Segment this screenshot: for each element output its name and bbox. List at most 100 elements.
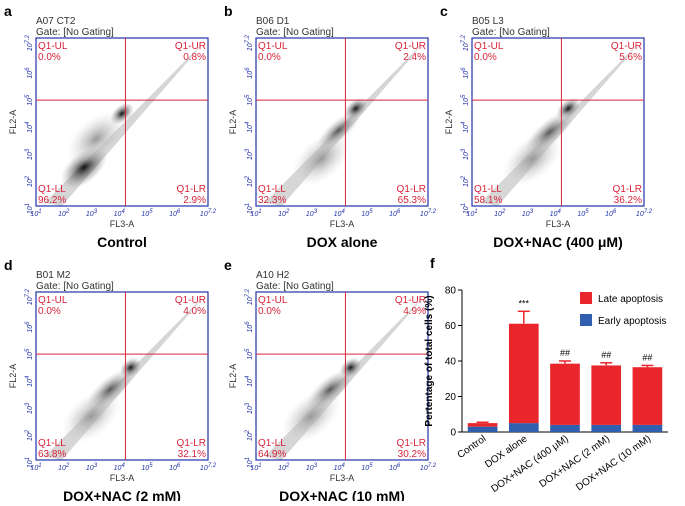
tick-base: 10	[522, 211, 530, 218]
x-tick-label: 106	[605, 209, 617, 218]
x-tick-label: 102	[278, 463, 290, 472]
x-axis-label: FL3-A	[330, 219, 355, 229]
x-tick-label: 101	[30, 209, 41, 218]
y-tick-label: 107.2	[245, 288, 254, 305]
tick-exponent: 2	[285, 463, 290, 469]
bar-segment	[591, 424, 622, 432]
density-cluster	[306, 368, 354, 411]
tick-exponent: 2	[285, 209, 290, 215]
y-tick-label: 107.2	[245, 34, 254, 51]
tick-base: 10	[463, 98, 470, 106]
tick-exponent: 5	[585, 209, 589, 215]
tick-base: 10	[247, 206, 254, 214]
sample-name: A07 CT2	[36, 16, 76, 27]
y-tick-label: 102	[461, 175, 470, 187]
tick-base: 10	[636, 211, 644, 218]
y-tick-label: 106	[245, 321, 254, 333]
tick-exponent: 1	[25, 457, 31, 460]
bar-segment	[632, 367, 663, 425]
tick-base: 10	[30, 211, 38, 218]
tick-exponent: 4	[341, 463, 345, 469]
quadrant-percent: 4.9%	[403, 306, 426, 317]
quadrant-percent: 5.6%	[619, 52, 642, 63]
tick-exponent: 4	[121, 209, 125, 215]
y-tick-label: 106	[461, 67, 470, 79]
tick-base: 10	[27, 125, 34, 133]
quadrant-name: Q1-UR	[611, 41, 642, 52]
tick-exponent: 1	[245, 203, 251, 206]
panel-caption: DOX+NAC (10 mM)	[279, 488, 405, 501]
tick-exponent: 5	[369, 209, 373, 215]
tick-exponent: 5	[369, 463, 373, 469]
x-tick-label: 102	[278, 209, 290, 218]
x-tick-label: 104	[114, 209, 126, 218]
y-axis-label: Pertentage of total cells (%)	[424, 295, 435, 426]
tick-base: 10	[27, 98, 34, 106]
bar-segment	[508, 323, 539, 424]
tick-base: 10	[27, 352, 34, 360]
tick-base: 10	[247, 297, 254, 305]
tick-base: 10	[200, 211, 208, 218]
y-tick-label: 106	[25, 321, 34, 333]
quadrant-percent: 65.3%	[398, 195, 426, 206]
tick-exponent: 7.2	[245, 288, 251, 297]
tick-exponent: 7.2	[428, 209, 437, 215]
y-tick-label: 106	[25, 67, 34, 79]
density-cluster	[86, 368, 134, 411]
legend-swatch	[580, 314, 592, 326]
tick-base: 10	[58, 211, 66, 218]
y-tick-label: 102	[245, 429, 254, 441]
tick-base: 10	[247, 98, 254, 106]
x-tick-label: 104	[334, 463, 346, 472]
y-tick-label: 104	[461, 121, 470, 133]
tick-base: 10	[247, 433, 254, 441]
quadrant-percent: 30.2%	[398, 449, 426, 460]
x-tick-label: 105	[141, 209, 153, 218]
tick-base: 10	[200, 465, 208, 472]
tick-base: 10	[278, 465, 286, 472]
x-tick-label: 103	[86, 463, 98, 472]
tick-base: 10	[58, 465, 66, 472]
quadrant-percent: 4.0%	[183, 306, 206, 317]
bar-segment	[467, 426, 498, 432]
tick-base: 10	[30, 465, 38, 472]
tick-exponent: 1	[258, 463, 261, 469]
tick-base: 10	[247, 352, 254, 360]
tick-exponent: 6	[397, 463, 401, 469]
x-tick-label: 103	[306, 209, 318, 218]
y-tick-label: 107.2	[25, 288, 34, 305]
tick-base: 10	[550, 211, 558, 218]
tick-base: 10	[466, 211, 474, 218]
quadrant-percent: 63.8%	[38, 449, 66, 460]
tick-exponent: 1	[38, 209, 41, 215]
tick-exponent: 3	[94, 209, 98, 215]
panel-caption: DOX+NAC (400 μM)	[493, 234, 623, 250]
tick-base: 10	[27, 152, 34, 160]
tick-base: 10	[361, 211, 369, 218]
significance: ##	[560, 348, 570, 358]
tick-exponent: 6	[461, 67, 467, 71]
tick-exponent: 6	[613, 209, 617, 215]
quadrant-name: Q1-LR	[177, 184, 206, 195]
y-tick-label: 103	[245, 148, 254, 160]
tick-exponent: 2	[65, 209, 70, 215]
x-tick-label: 104	[550, 209, 562, 218]
y-tick-label: 102	[25, 175, 34, 187]
gate-label: Gate: [No Gating]	[256, 281, 334, 292]
x-tick-label: 106	[169, 209, 181, 218]
panel-letter: a	[4, 3, 12, 19]
tick-base: 10	[27, 43, 34, 51]
gate-label: Gate: [No Gating]	[256, 27, 334, 38]
y-tick-label: 106	[245, 67, 254, 79]
tick-base: 10	[27, 206, 34, 214]
tick-base: 10	[494, 211, 502, 218]
tick-base: 10	[605, 211, 613, 218]
tick-exponent: 2	[461, 175, 467, 180]
y-tick-label: 103	[461, 148, 470, 160]
x-tick-label: 107.2	[636, 209, 653, 218]
tick-base: 10	[27, 406, 34, 414]
tick-base: 10	[27, 460, 34, 468]
quadrant-name: Q1-UR	[395, 295, 426, 306]
tick-exponent: 1	[258, 209, 261, 215]
